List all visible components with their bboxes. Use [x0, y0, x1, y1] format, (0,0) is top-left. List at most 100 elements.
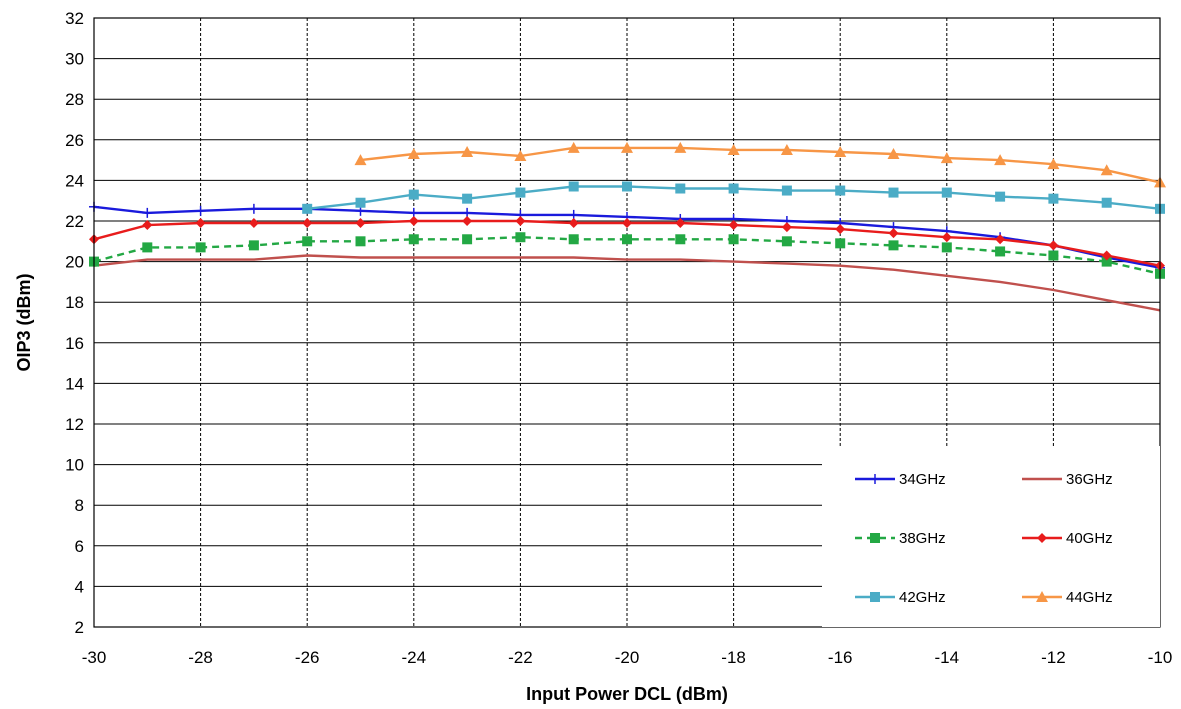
x-tick-label: -12: [1041, 648, 1066, 667]
data-point: [1048, 193, 1059, 204]
y-tick-label: 32: [65, 9, 84, 28]
x-tick-label: -26: [295, 648, 320, 667]
data-point: [461, 145, 474, 157]
data-point: [1101, 256, 1112, 267]
y-tick-label: 10: [65, 456, 84, 475]
data-point: [248, 218, 259, 229]
legend-marker: [870, 474, 880, 484]
data-point: [834, 145, 847, 157]
data-point: [888, 187, 899, 198]
data-point: [1048, 240, 1059, 251]
y-tick-label: 24: [65, 171, 84, 190]
data-point: [408, 216, 419, 226]
data-point: [780, 143, 793, 155]
y-tick-label: 12: [65, 415, 84, 434]
data-point: [248, 240, 259, 251]
data-point: [674, 141, 687, 153]
data-point: [568, 234, 579, 245]
data-point: [781, 236, 792, 247]
data-point: [302, 218, 313, 229]
legend-marker: [870, 533, 880, 543]
legend-marker: [1037, 533, 1047, 543]
data-point: [1100, 164, 1113, 176]
x-tick-label: -20: [615, 648, 640, 667]
series-line: [93, 235, 1161, 275]
series-44GHz: [354, 141, 1166, 188]
data-point: [675, 218, 686, 229]
y-tick-label: 30: [65, 50, 84, 69]
y-tick-label: 14: [65, 374, 84, 393]
x-tick-label: -18: [721, 648, 746, 667]
data-point: [568, 218, 579, 229]
x-tick-label: -22: [508, 648, 533, 667]
data-point: [1101, 197, 1112, 208]
y-tick-label: 26: [65, 131, 84, 150]
x-tick-label: -28: [188, 648, 213, 667]
y-tick-label: 20: [65, 253, 84, 272]
data-point: [462, 216, 473, 226]
data-point: [514, 150, 527, 162]
data-point: [408, 234, 419, 245]
y-tick-label: 2: [75, 618, 84, 637]
legend-item-44GHz: 44GHz: [1022, 589, 1113, 606]
data-point: [302, 236, 313, 247]
data-point: [621, 141, 633, 153]
data-point: [622, 181, 632, 192]
data-point: [941, 242, 952, 253]
data-point: [675, 234, 686, 245]
data-point: [728, 220, 739, 231]
x-axis-title: Input Power DCL (dBm): [526, 684, 728, 704]
data-point: [142, 207, 153, 218]
legend-label: 38GHz: [899, 530, 946, 547]
data-point: [355, 236, 366, 247]
legend-item-42GHz: 42GHz: [855, 589, 946, 606]
data-point: [462, 234, 473, 245]
legend-label: 34GHz: [899, 471, 946, 488]
data-point: [675, 183, 686, 194]
legend-label: 40GHz: [1066, 530, 1113, 547]
data-point: [781, 222, 792, 233]
data-point: [142, 220, 153, 231]
data-point: [142, 242, 153, 253]
data-point: [994, 154, 1007, 166]
data-point: [888, 228, 899, 239]
data-point: [887, 148, 900, 160]
data-point: [568, 181, 579, 192]
data-point: [302, 203, 313, 214]
data-point: [728, 234, 739, 245]
data-point: [781, 185, 792, 196]
series-36GHz: [93, 254, 1161, 312]
data-point: [355, 218, 366, 229]
data-point: [622, 218, 632, 229]
series-42GHz: [302, 181, 1165, 214]
data-point: [515, 187, 526, 198]
data-point: [995, 191, 1006, 202]
y-tick-label: 16: [65, 334, 84, 353]
data-point: [462, 193, 473, 204]
data-point: [408, 189, 419, 200]
data-point: [195, 218, 206, 229]
series-40GHz: [89, 216, 1165, 271]
series-line: [360, 146, 1161, 184]
data-point: [567, 141, 580, 153]
legend: 34GHz 36GHz 38GHz 40GHz 42GHz 44GHz: [822, 446, 1160, 627]
legend-item-38GHz: 38GHz: [855, 530, 946, 547]
data-point: [727, 143, 740, 155]
y-axis-title: OIP3 (dBm): [14, 273, 34, 371]
data-point: [888, 240, 899, 251]
x-tick-label: -30: [82, 648, 107, 667]
data-point: [1048, 250, 1059, 261]
legend-item-40GHz: 40GHz: [1022, 530, 1113, 547]
plot-frame: [93, 17, 1161, 628]
data-point: [407, 148, 420, 160]
data-point: [995, 234, 1006, 245]
data-point: [941, 187, 952, 198]
x-tick-label: -24: [402, 648, 427, 667]
data-point: [835, 238, 846, 249]
legend-marker: [1036, 591, 1048, 602]
data-point: [355, 197, 366, 208]
y-tick-label: 18: [65, 293, 84, 312]
data-point: [835, 224, 846, 235]
